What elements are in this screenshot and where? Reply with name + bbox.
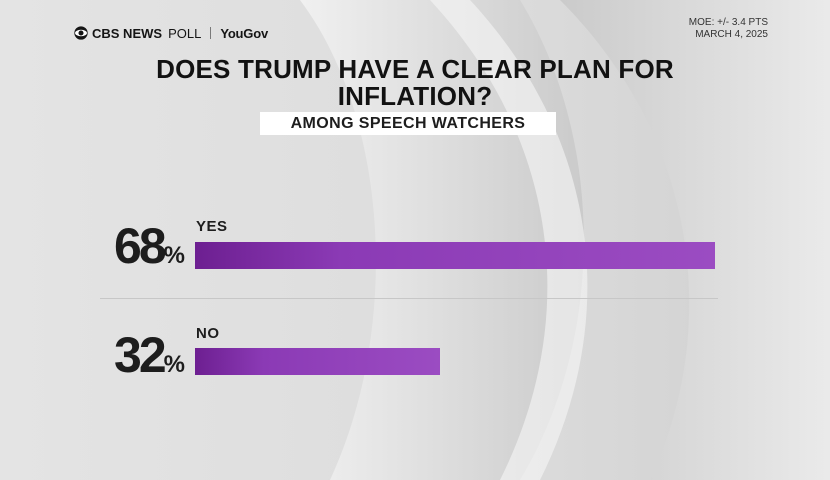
- yes-value-label: 68: [114, 218, 167, 274]
- poll-date: MARCH 4, 2025: [695, 29, 768, 40]
- brand-partner-text: YouGov: [220, 25, 268, 41]
- no-bar: [195, 348, 440, 375]
- no-percent-sign: %: [163, 351, 185, 378]
- brand-main-text: CBS NEWS: [92, 25, 163, 41]
- cbs-eye-icon: [74, 26, 88, 40]
- brand-divider: [210, 27, 212, 39]
- poll-meta: MOE: +/- 3.4 PTS MARCH 4, 2025: [689, 17, 768, 41]
- row-separator: [100, 298, 718, 299]
- chart-title: DOES TRUMP HAVE A CLEAR PLAN FOR INFLATI…: [156, 54, 674, 111]
- yes-category-label: YES: [196, 218, 228, 235]
- chart-subtitle: AMONG SPEECH WATCHERS: [260, 112, 556, 135]
- yes-percent-label: 68%: [100, 221, 185, 271]
- yes-percent-sign: %: [163, 242, 185, 269]
- no-value-label: 32: [114, 327, 167, 383]
- no-category-label: NO: [196, 325, 220, 342]
- yes-bar: [195, 242, 716, 269]
- brand-logo: CBS NEWS POLL YouGov: [74, 24, 268, 42]
- moe-text: MOE: +/- 3.4 PTS: [688, 17, 768, 28]
- no-percent-label: 32%: [100, 330, 185, 380]
- brand-poll-text: POLL: [168, 25, 202, 41]
